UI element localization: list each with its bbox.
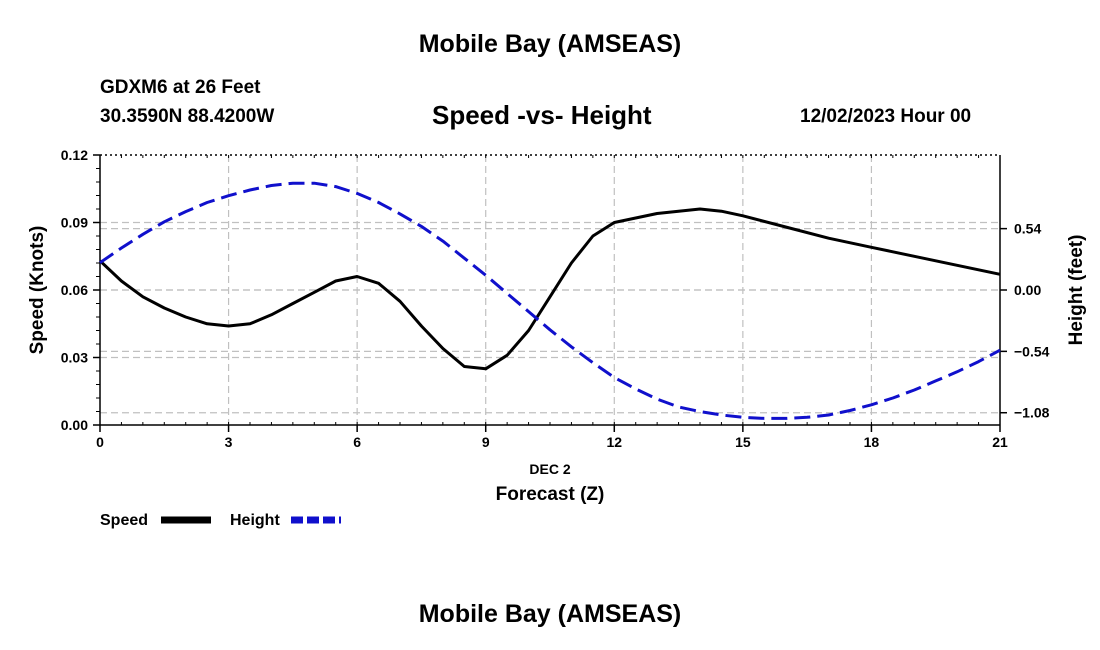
footer-title: Mobile Bay (AMSEAS)	[418, 600, 682, 628]
y-axis-title-left: Speed (Knots)	[27, 226, 48, 355]
x-axis-title: Forecast (Z)	[496, 484, 605, 505]
chart-subtitle: Speed -vs- Height	[432, 100, 652, 130]
legend: Speed Height	[100, 512, 341, 529]
station-coordinates: 30.3590N 88.4200W	[100, 106, 275, 127]
y-tick-label: 0.06	[61, 282, 88, 298]
y-tick-label: 0.00	[61, 417, 88, 433]
grid-layer	[100, 155, 1000, 425]
station-label: GDXM6 at 26 Feet	[100, 77, 261, 98]
x-tick-label: 3	[225, 434, 233, 450]
height-series-line	[99, 181, 1001, 420]
legend-speed-label: Speed	[100, 512, 148, 529]
x-tick-label: 0	[96, 434, 104, 450]
y-tick-label: 0.12	[61, 147, 88, 163]
y-tick-label: 0.09	[61, 215, 88, 231]
x-tick-label: 12	[606, 434, 622, 450]
x-tick-label: 15	[735, 434, 751, 450]
x-tick-label: 9	[482, 434, 490, 450]
series-layer	[98, 181, 1001, 420]
y-right-tick-label: 0.54	[1014, 221, 1041, 237]
x-tick-label: 21	[992, 434, 1008, 450]
y-tick-label: 0.03	[61, 350, 88, 366]
y-right-tick-label: −1.08	[1014, 405, 1050, 421]
speed-series-line	[98, 207, 1001, 371]
plot-frame	[93, 154, 1007, 432]
y-right-tick-label: 0.00	[1014, 282, 1041, 298]
legend-height-label: Height	[230, 512, 280, 529]
forecast-datetime: 12/02/2023 Hour 00	[800, 106, 972, 127]
y-axis-title-right: Height (feet)	[1066, 235, 1087, 346]
x-date-label: DEC 2	[529, 461, 570, 477]
y-right-tick-label: −0.54	[1014, 343, 1050, 359]
chart-main-title: Mobile Bay (AMSEAS)	[418, 30, 682, 58]
x-tick-label: 18	[864, 434, 880, 450]
tick-labels: 0 3 6 9 12 15 18 21 0.00 0.03 0.06 0.09 0.12 0.54 0.00…	[61, 147, 1050, 450]
x-tick-label: 6	[353, 434, 361, 450]
